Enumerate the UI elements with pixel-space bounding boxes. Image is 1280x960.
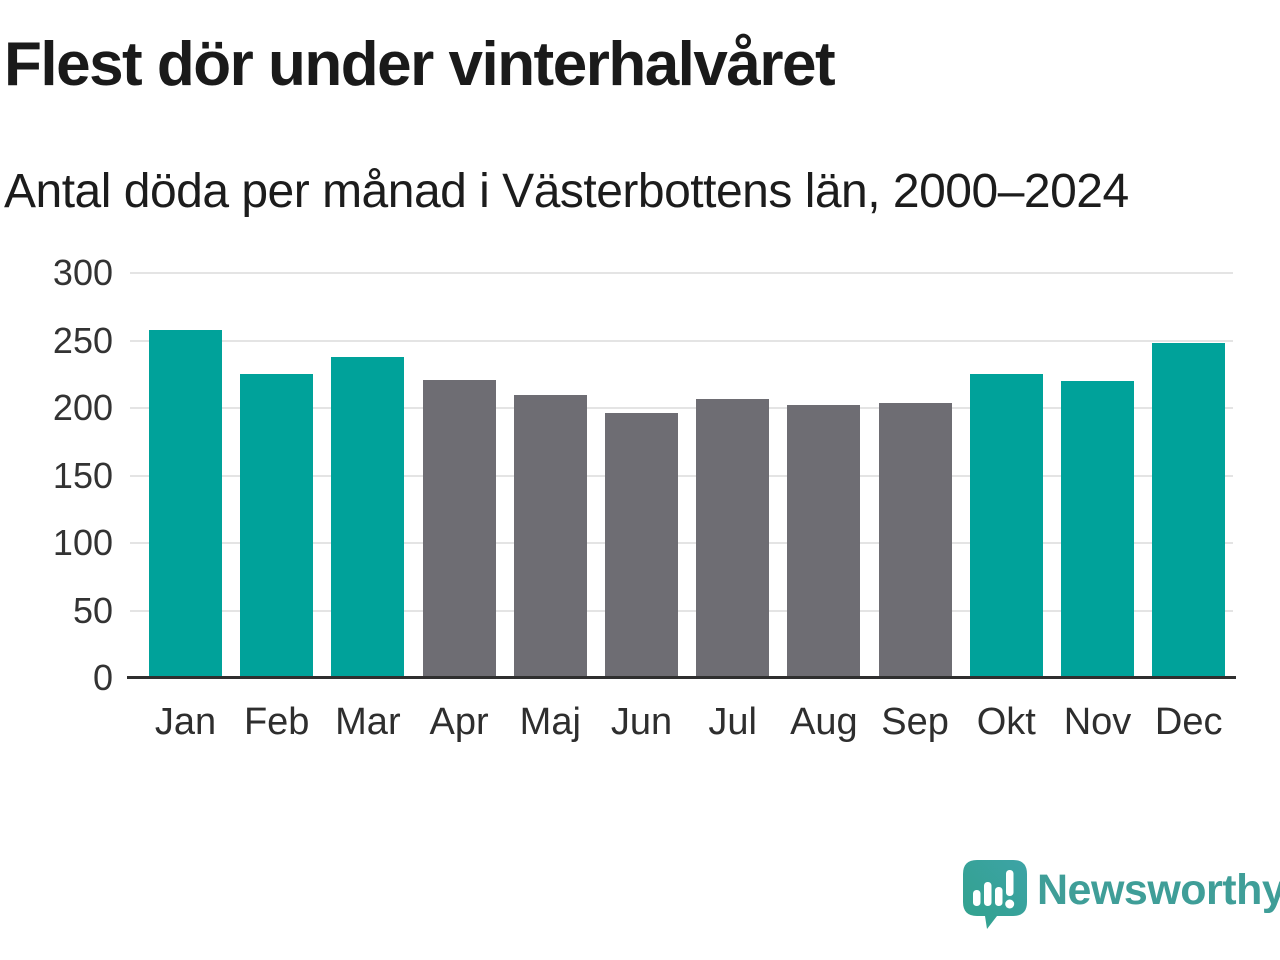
bar-jun xyxy=(605,413,678,678)
bar-nov xyxy=(1061,381,1134,678)
x-axis-tick-label: Aug xyxy=(790,701,858,743)
x-axis-tick-label: Jun xyxy=(610,701,673,743)
bar-mar xyxy=(331,356,405,678)
x-axis-tick-label: Okt xyxy=(976,701,1036,743)
x-axis-tick-label: Jul xyxy=(708,701,757,743)
x-axis-tick-label: Dec xyxy=(1154,701,1223,743)
bar-aug xyxy=(787,405,861,678)
bar-okt xyxy=(969,374,1043,678)
y-axis-tick-label: 0 xyxy=(92,657,113,698)
y-axis-tick-label: 250 xyxy=(52,319,113,361)
gridline xyxy=(130,272,1233,274)
y-axis-tick-label: 200 xyxy=(52,387,113,428)
x-axis-tick-label: Apr xyxy=(429,701,489,743)
x-axis-tick-label: Maj xyxy=(519,701,581,743)
gridline xyxy=(130,474,1233,477)
gridline xyxy=(130,609,1233,612)
y-axis-tick-label: 100 xyxy=(52,522,113,563)
bar-sep xyxy=(878,402,952,678)
x-axis-tick-label: Jan xyxy=(154,701,217,743)
y-axis-tick-label: 300 xyxy=(52,252,113,293)
plot-area xyxy=(127,272,1236,679)
x-axis-tick-label: Feb xyxy=(243,701,310,743)
bar-jan xyxy=(149,329,222,678)
bar-jul xyxy=(696,398,770,678)
brand-name: Newsworthy xyxy=(1037,866,1280,914)
gridline xyxy=(130,407,1233,409)
chart-title: Flest dör under vinterhalvåret xyxy=(4,30,836,99)
x-axis-tick-label: Mar xyxy=(335,701,401,743)
bar-feb xyxy=(240,374,314,678)
bar-maj xyxy=(513,394,587,678)
bar-dec xyxy=(1152,343,1226,678)
x-axis-line xyxy=(127,676,1236,679)
newsworthy-logo: Newsworthy xyxy=(963,860,1280,930)
chart-subtitle: Antal döda per månad i Västerbottens län… xyxy=(4,165,1129,218)
gridline xyxy=(130,339,1233,342)
gridline xyxy=(130,542,1233,544)
x-axis-tick-label: Sep xyxy=(881,701,949,743)
speech-bubble-bar-chart-icon xyxy=(963,860,1027,929)
y-axis-tick-label: 150 xyxy=(52,454,113,496)
bar-apr xyxy=(422,379,496,678)
y-axis-tick-label: 50 xyxy=(72,589,113,631)
x-axis-tick-label: Nov xyxy=(1063,701,1132,743)
